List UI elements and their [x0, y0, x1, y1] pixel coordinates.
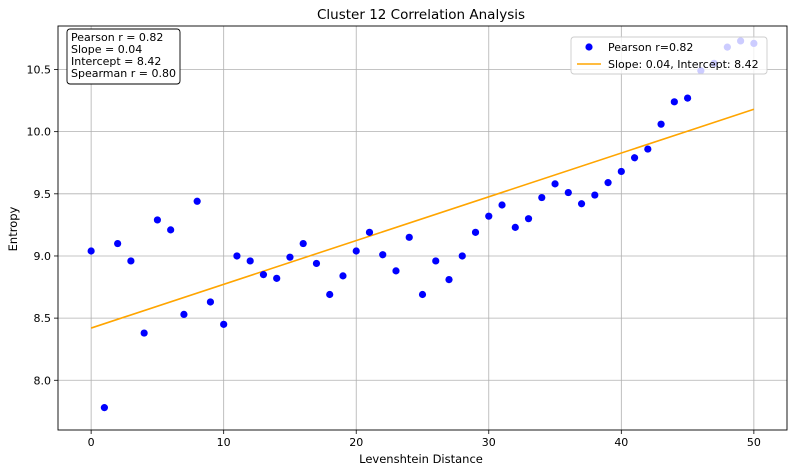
y-tick-label: 9.5 — [34, 188, 52, 201]
data-point — [312, 259, 321, 268]
y-axis-ticks: 8.0 8.5 9.0 9.5 10.0 10.5 — [27, 64, 58, 387]
data-point — [100, 404, 108, 412]
data-point — [683, 94, 692, 102]
plot-area — [58, 26, 787, 430]
data-point — [392, 267, 400, 275]
legend-marker-scatter — [585, 43, 593, 51]
data-point — [286, 253, 294, 261]
data-point — [577, 200, 586, 208]
y-tick-label: 8.0 — [34, 374, 52, 387]
data-point — [87, 247, 95, 255]
axes-frame — [57, 25, 788, 431]
data-point — [127, 257, 135, 265]
legend-frame — [570, 36, 768, 75]
data-point — [365, 228, 374, 236]
x-tick-label: 30 — [482, 436, 496, 449]
x-tick-label: 50 — [747, 436, 761, 449]
data-point — [538, 193, 546, 202]
data-point — [299, 239, 307, 248]
data-point — [405, 233, 413, 241]
y-tick-label: 8.5 — [34, 312, 52, 325]
data-point — [485, 212, 493, 220]
data-point — [193, 197, 201, 205]
data-point — [326, 290, 334, 299]
stats-line-pearson: Pearson r = 0.82 — [71, 31, 163, 44]
data-point — [564, 188, 572, 197]
stats-line-spearman: Spearman r = 0.80 — [71, 67, 176, 80]
data-point — [233, 252, 241, 260]
data-point — [114, 239, 122, 248]
data-point — [511, 223, 519, 231]
x-tick-label: 0 — [88, 436, 95, 449]
regression-line-layer — [90, 108, 755, 329]
data-point — [630, 154, 639, 162]
data-point — [657, 120, 665, 128]
data-point — [617, 167, 625, 176]
data-point — [379, 251, 387, 259]
data-point — [604, 179, 612, 187]
data-point — [180, 310, 188, 318]
data-point — [206, 298, 215, 306]
x-tick-label: 40 — [614, 436, 628, 449]
data-point — [471, 228, 480, 236]
data-point — [273, 274, 281, 282]
x-axis-ticks: 0 10 20 30 40 50 — [88, 430, 761, 449]
data-point — [352, 247, 360, 255]
stats-line-intercept: Intercept = 8.42 — [71, 55, 161, 68]
data-point — [167, 226, 175, 234]
chart-title: Cluster 12 Correlation Analysis — [317, 7, 525, 23]
data-point — [259, 271, 268, 279]
legend: Pearson r=0.82 Slope: 0.04, Intercept: 8… — [570, 36, 768, 75]
data-point — [644, 145, 652, 153]
data-point — [220, 320, 228, 328]
data-point — [524, 215, 533, 223]
data-point — [432, 257, 440, 265]
stats-box-frame — [66, 28, 181, 85]
data-point — [551, 180, 559, 188]
y-tick-label: 10.5 — [27, 64, 52, 77]
data-point — [153, 216, 162, 224]
data-point — [445, 275, 453, 284]
x-tick-label: 20 — [349, 436, 363, 449]
data-point — [418, 290, 427, 299]
data-point — [140, 329, 148, 337]
data-point — [498, 201, 506, 209]
legend-label-scatter: Pearson r=0.82 — [608, 41, 693, 54]
grid-lines — [58, 26, 787, 430]
data-point — [458, 252, 466, 260]
legend-label-line: Slope: 0.04, Intercept: 8.42 — [608, 58, 759, 71]
data-point — [339, 272, 347, 280]
regression-line — [90, 108, 755, 329]
y-tick-label: 10.0 — [27, 126, 52, 139]
stats-line-slope: Slope = 0.04 — [71, 43, 142, 56]
plot-background — [58, 26, 787, 430]
x-axis-label: Levenshtein Distance — [359, 452, 483, 466]
data-point — [670, 98, 678, 106]
y-axis-label: Entropy — [6, 206, 20, 251]
plot-frame — [57, 25, 788, 431]
y-tick-label: 9.0 — [34, 250, 52, 263]
x-tick-label: 10 — [217, 436, 231, 449]
data-point — [591, 191, 599, 199]
stats-box: Pearson r = 0.82 Slope = 0.04 Intercept … — [66, 28, 181, 85]
data-point — [246, 257, 254, 265]
